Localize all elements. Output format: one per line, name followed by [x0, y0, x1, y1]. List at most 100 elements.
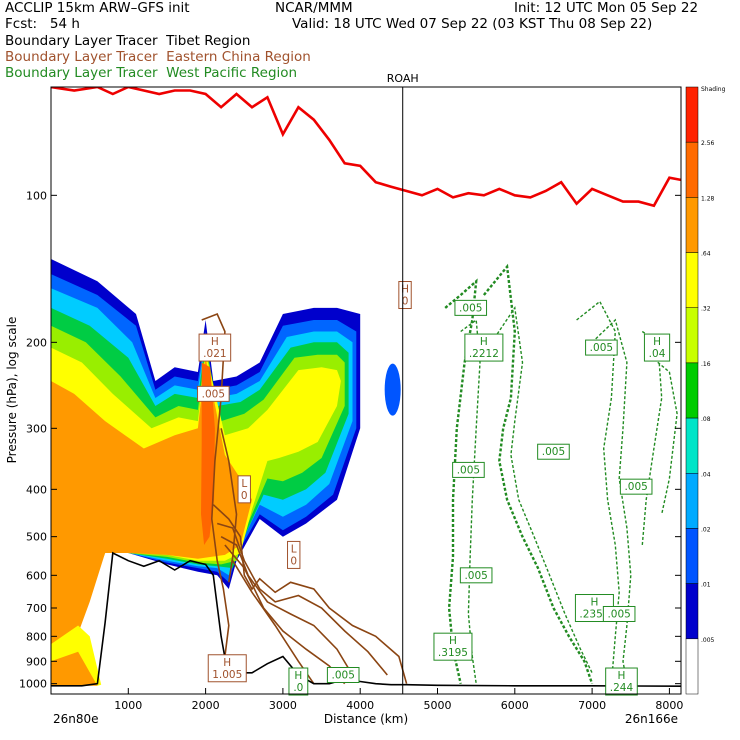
colorbar-swatch-9	[685, 583, 699, 640]
x-tick-label: 4000	[346, 699, 374, 712]
contour-annotation-1: H.021	[198, 333, 232, 362]
annotation-box	[197, 385, 230, 402]
x-tick-label: 3000	[269, 699, 297, 712]
annotation-box	[452, 461, 485, 478]
annotation-text: .005	[202, 388, 225, 400]
x-tick-label: 7000	[578, 699, 606, 712]
title-tibet: Boundary Layer Tracer Tibet Region	[5, 33, 251, 49]
colorbar-label-3: .64	[701, 251, 711, 258]
annotation-text: .005	[457, 464, 480, 476]
colorbar-swatch-3	[685, 252, 699, 308]
colorbar-label-2: 1.28	[701, 195, 715, 202]
annotation-text: H	[294, 670, 302, 682]
west-pacific-contour-7	[645, 352, 678, 515]
colorbar-swatch-5	[685, 362, 699, 419]
annotation-text: 1.005	[212, 669, 242, 681]
x-axis-label: Distance (km)	[324, 712, 408, 726]
colorbar-swatch-10	[685, 638, 699, 695]
contour-annotation-8: .005	[537, 443, 570, 460]
annotation-box	[643, 333, 671, 362]
west-pacific-contour-2	[482, 263, 594, 685]
plume-level-7	[201, 362, 215, 545]
annotation-text: .244	[610, 682, 634, 694]
annotation-box	[602, 605, 636, 622]
annotation-text: H	[480, 336, 488, 348]
contour-annotation-15: .005	[602, 605, 636, 622]
colorbar-label-10: .005	[701, 637, 715, 644]
contour-annotation-17: H.244	[605, 667, 638, 696]
forecast-hour: Fcst: 54 h	[5, 16, 80, 32]
contour-annotation-11: H.04	[643, 333, 671, 362]
y-tick-label: 800	[26, 630, 47, 643]
contour-annotation-3: L0	[237, 475, 251, 504]
annotation-text: .005	[590, 342, 613, 354]
annotation-text: H	[618, 670, 626, 682]
west-pacific-contour-5	[591, 318, 632, 684]
title-eastern-china: Boundary Layer Tracer Eastern China Regi…	[5, 49, 311, 65]
init-time: Init: 12 UTC Mon 05 Sep 22	[514, 0, 699, 16]
y-tick-label: 200	[26, 336, 47, 349]
x-tick-label: 8000	[655, 699, 683, 712]
annotation-text: H	[653, 336, 661, 348]
annotation-box	[288, 667, 309, 696]
annotation-box	[454, 299, 488, 316]
isolated-blob	[384, 363, 401, 416]
annotation-text: 0	[241, 490, 248, 502]
annotation-box	[198, 333, 232, 362]
annotation-box	[464, 333, 504, 362]
east-china-contour-3	[220, 535, 354, 676]
right-endpoint-label: 26n166e	[625, 712, 678, 726]
y-axis-label: Pressure (hPa), log scale	[5, 317, 19, 464]
annotation-box	[398, 281, 412, 310]
annotation-text: .3195	[438, 647, 468, 659]
colorbar-swatch-4	[685, 307, 699, 364]
east-china-contour-0	[201, 312, 230, 676]
annotation-text: 0	[290, 555, 297, 567]
annotation-box	[585, 339, 618, 356]
colorbar-label-6: .08	[701, 416, 711, 423]
annotation-text: .2212	[469, 348, 499, 360]
contour-annotation-12: .005	[619, 478, 653, 495]
left-endpoint-label: 26n80e	[53, 712, 99, 726]
valid-time: Valid: 18 UTC Wed 07 Sep 22 (03 KST Thu …	[292, 16, 653, 32]
y-tick-label: 500	[26, 531, 47, 544]
tracer-contours	[201, 263, 678, 685]
colorbar-label-5: .16	[701, 361, 711, 368]
annotation-text: H	[211, 336, 219, 348]
y-tick-label: 900	[26, 655, 47, 668]
colorbar-label-9: .01	[701, 582, 711, 589]
annotation-text: H	[590, 597, 598, 609]
contour-annotation-6: .005	[454, 299, 488, 316]
y-tick-label: 400	[26, 483, 47, 496]
y-tick-label: 600	[26, 569, 47, 582]
colorbar-label-4: .32	[701, 306, 711, 313]
east-china-contour-1	[212, 504, 408, 684]
colorbar-label-7: .04	[701, 471, 711, 478]
colorbar-swatch-7	[685, 473, 699, 529]
annotation-box	[207, 654, 247, 683]
colorbar-swatch-0	[685, 86, 699, 143]
west-pacific-contour-4	[576, 300, 620, 684]
colorbar-label-0: Shading	[701, 86, 726, 93]
colorbar: Shading 2.56 1.28 .64 .32 .16 .08 .04 .02 .01 .005	[685, 86, 726, 695]
colorbar-swatch-8	[685, 528, 699, 584]
institution-label: NCAR/MMM	[275, 0, 353, 16]
contour-labels: H0H.021.005L0L0H1.005.005H.2212.005.005.…	[197, 281, 671, 696]
annotation-text: 0	[402, 296, 409, 308]
annotation-text: .04	[649, 348, 666, 360]
annotation-text: .005	[332, 669, 355, 681]
plot-frame	[50, 86, 682, 695]
y-tick-label: 100	[26, 189, 47, 202]
west-pacific-contour-3	[491, 305, 593, 674]
contour-annotation-16: H.3195	[433, 632, 473, 661]
annotation-text: .005	[607, 608, 630, 620]
annotation-text: H	[223, 657, 231, 669]
contour-annotation-13: .005	[459, 567, 493, 584]
annotation-text: .0	[293, 682, 303, 694]
x-tick-label: 2000	[192, 699, 220, 712]
annotation-text: .021	[203, 348, 226, 360]
west-pacific-contour-0	[444, 278, 478, 684]
contour-annotation-4: L0	[287, 540, 301, 569]
colorbar-label-8: .02	[701, 526, 711, 533]
annotation-box	[287, 540, 301, 569]
